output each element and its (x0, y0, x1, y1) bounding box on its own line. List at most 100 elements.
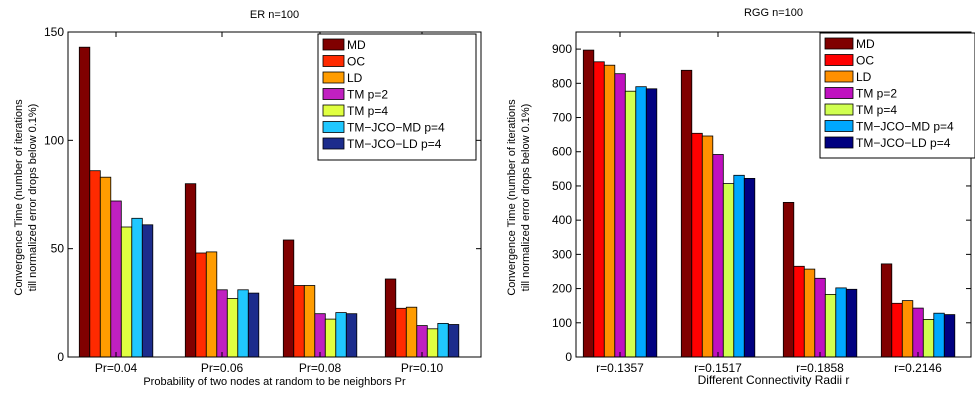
bar (803, 268, 816, 358)
x-tick-label: r=0.1517 (694, 361, 742, 375)
bar (78, 46, 91, 358)
bar (345, 313, 358, 358)
bar (205, 251, 218, 358)
bar (614, 73, 626, 358)
y-axis-label: Convergence Time (number of iterations (13, 99, 25, 296)
bar (901, 300, 914, 358)
bar (293, 285, 305, 358)
y-axis-label: till normalized error drops below 0.1%) (27, 104, 39, 292)
bar (195, 252, 207, 358)
bar (405, 306, 418, 358)
chart-2: RGG n=100 Convergence Time (number of ite… (506, 7, 975, 387)
bar (743, 177, 756, 358)
legend-label: TM p=2 (856, 87, 897, 101)
bar (314, 313, 326, 358)
bar (943, 314, 956, 358)
bar (624, 90, 637, 358)
legend-label: TM−JCO−MD p=4 (347, 121, 445, 135)
y-axis-label: Convergence Time (number of iterations (506, 99, 518, 296)
bar (824, 293, 837, 358)
legend: MD OC LD TM p=2 TM p=4 TM−JCO−MD p=4 TM−JCO−LD… (317, 33, 477, 161)
bar (226, 298, 239, 358)
bar (120, 226, 133, 358)
legend-swatch (824, 120, 854, 132)
legend-label: TM p=4 (347, 104, 388, 118)
bar (793, 265, 805, 358)
legend-swatch (824, 136, 854, 149)
legend-swatch (322, 121, 345, 133)
bar (237, 289, 249, 358)
y-tick-label: 0 (57, 350, 64, 364)
legend-label: TM−JCO−MD p=4 (856, 120, 954, 134)
y-tick-label: 100 (552, 316, 572, 330)
bar (99, 176, 112, 358)
bar (447, 324, 460, 358)
chart-title: ER n=100 (250, 9, 299, 21)
bar (912, 307, 924, 358)
y-axis-label: till normalized error drops below 0.1%) (520, 104, 532, 292)
legend-swatch (322, 71, 345, 84)
y-tick-label: 800 (552, 76, 572, 90)
legend-swatch (322, 104, 345, 117)
legend-label: TM p=4 (856, 103, 897, 117)
legend-swatch (322, 88, 345, 100)
bar (722, 183, 735, 358)
bar (593, 61, 605, 358)
legend-swatch (824, 37, 854, 50)
y-tick-label: 0 (565, 350, 572, 364)
bar (782, 201, 795, 358)
bar (131, 217, 143, 358)
legend-swatch (824, 70, 854, 83)
chart-1: ER n=100 Convergence Time (number of iter… (13, 9, 482, 388)
bar (110, 200, 122, 358)
y-tick-label: 100 (44, 133, 64, 147)
legend-label: OC (347, 55, 365, 69)
bar (691, 132, 703, 358)
bar (835, 287, 847, 358)
bar (324, 318, 337, 358)
legend-swatch (824, 54, 854, 66)
bar (184, 183, 197, 358)
y-tick-label: 600 (552, 145, 572, 159)
bar (384, 278, 397, 358)
y-tick-label: 900 (552, 42, 572, 56)
bar (845, 288, 858, 358)
axes-box (67, 31, 482, 358)
bar (603, 64, 616, 358)
legend-swatch (322, 137, 345, 150)
legend-label: OC (856, 54, 874, 68)
x-axis-label: Probability of two nodes at random to be… (143, 376, 406, 388)
x-axis-label: Different Connectivity Radii r (698, 373, 850, 387)
legend-label: TM−JCO−LD p=4 (856, 136, 951, 150)
bar (303, 285, 316, 358)
axes-box (575, 31, 972, 358)
bar (426, 328, 439, 358)
bar (247, 292, 260, 358)
legend-label: TM p=2 (347, 88, 388, 102)
bar (141, 224, 154, 358)
bar (645, 88, 658, 358)
bar (933, 312, 945, 358)
bar (635, 86, 647, 358)
bar (922, 318, 935, 358)
x-tick-label: r=0.2146 (894, 361, 942, 375)
bar (712, 154, 724, 358)
x-tick-label: Pr=0.06 (201, 361, 244, 375)
bar (335, 312, 347, 358)
bar (701, 135, 714, 358)
bar (733, 174, 745, 358)
bar (437, 322, 449, 358)
y-tick-label: 300 (552, 247, 572, 261)
legend: MD OC LD TM p=2 TM p=4 TM−JCO−MD p=4 TM−JCO−LD… (819, 32, 975, 159)
bar (814, 277, 826, 358)
legend-label: MD (856, 37, 875, 51)
legend-label: MD (347, 38, 366, 52)
legend-swatch (322, 38, 345, 51)
bar (891, 302, 903, 358)
legend-label: LD (347, 71, 363, 85)
x-tick-label: r=0.1858 (796, 361, 844, 375)
legend-swatch (322, 55, 345, 67)
bar (880, 263, 893, 358)
y-tick-label: 700 (552, 111, 572, 125)
